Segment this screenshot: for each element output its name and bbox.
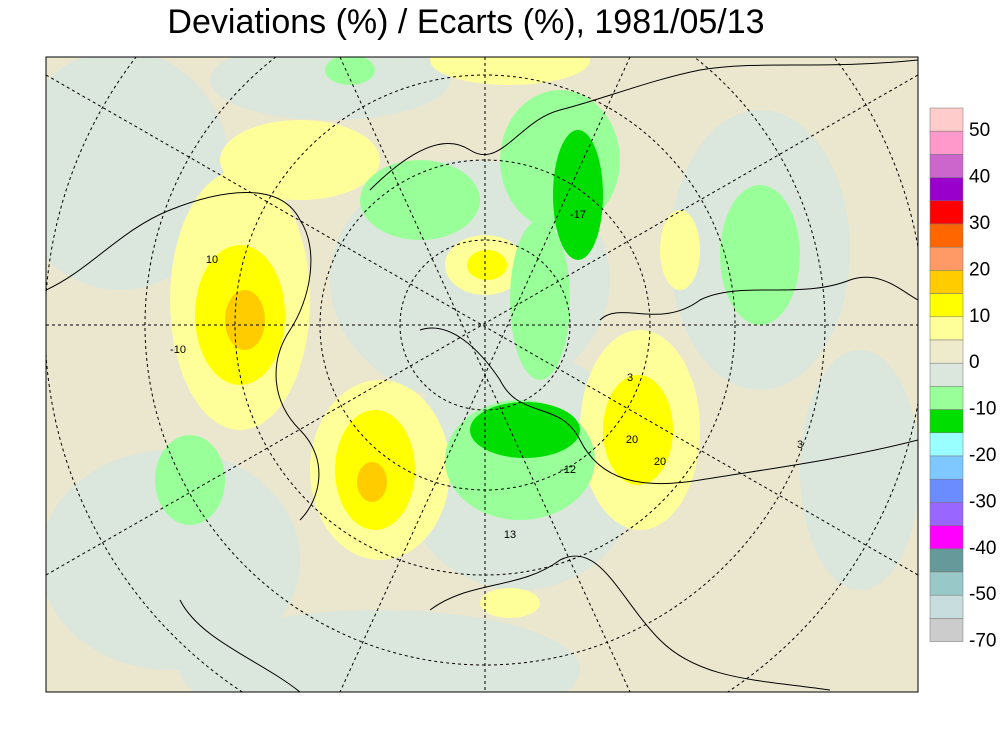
contour-label: -10 xyxy=(170,344,186,356)
legend-label: -50 xyxy=(969,584,996,605)
title: Deviations (%) / Ecarts (%), 1981/05/13 xyxy=(167,3,764,41)
legend-swatch xyxy=(929,502,964,526)
legend-swatch xyxy=(929,154,964,178)
legend-label: 40 xyxy=(969,167,990,188)
legend-swatch xyxy=(929,525,964,550)
legend-swatch xyxy=(929,571,964,596)
strong-positive-areas xyxy=(195,245,673,530)
contour-label: -12 xyxy=(560,464,576,476)
legend-swatch xyxy=(929,594,964,619)
legend-swatch xyxy=(929,432,964,457)
strong-negative-areas xyxy=(470,130,603,458)
legend: 50 40 30 20 10 0 -10 -20 -30 -40 -50 -70 xyxy=(929,107,996,652)
contour-label: 20 xyxy=(626,434,638,446)
legend-swatch xyxy=(929,270,964,294)
legend-swatch xyxy=(929,548,964,573)
legend-label: -10 xyxy=(969,399,996,420)
contour-label: 3 xyxy=(627,372,633,384)
legend-swatch xyxy=(929,316,964,341)
legend-swatch xyxy=(929,455,964,480)
legend-label: 10 xyxy=(969,306,990,327)
map xyxy=(46,57,918,692)
legend-swatch xyxy=(929,130,964,155)
legend-swatch xyxy=(929,618,964,642)
legend-swatch xyxy=(929,177,964,202)
coastlines xyxy=(46,59,918,692)
legend-label: 30 xyxy=(969,213,990,234)
map-frame xyxy=(45,56,919,693)
legend-swatch xyxy=(929,409,964,434)
legend-label: 0 xyxy=(969,352,980,373)
legend-swatch xyxy=(929,339,964,364)
legend-swatch xyxy=(929,107,964,132)
graticule xyxy=(46,57,918,692)
legend-swatch xyxy=(929,293,964,318)
contour-labels: 10 -10 20 -17 3 -12 3 20 13 xyxy=(170,209,803,541)
legend-label: -70 xyxy=(969,631,996,652)
contour-label: 13 xyxy=(504,529,516,541)
legend-swatch xyxy=(929,246,964,271)
legend-label: -30 xyxy=(969,491,996,512)
legend-swatch xyxy=(929,478,964,503)
legend-swatch xyxy=(929,362,964,387)
legend-swatch xyxy=(929,386,964,410)
contour-label: 3 xyxy=(797,439,803,451)
legend-label: 20 xyxy=(969,259,990,280)
legend-label: -40 xyxy=(969,538,996,559)
contour-label: 20 xyxy=(654,456,666,468)
legend-label: -20 xyxy=(969,445,996,466)
legend-swatch xyxy=(929,200,964,225)
legend-swatch xyxy=(929,223,964,248)
legend-label: 50 xyxy=(969,120,990,141)
contour-label: 10 xyxy=(206,254,218,266)
contour-label: -17 xyxy=(570,209,586,221)
